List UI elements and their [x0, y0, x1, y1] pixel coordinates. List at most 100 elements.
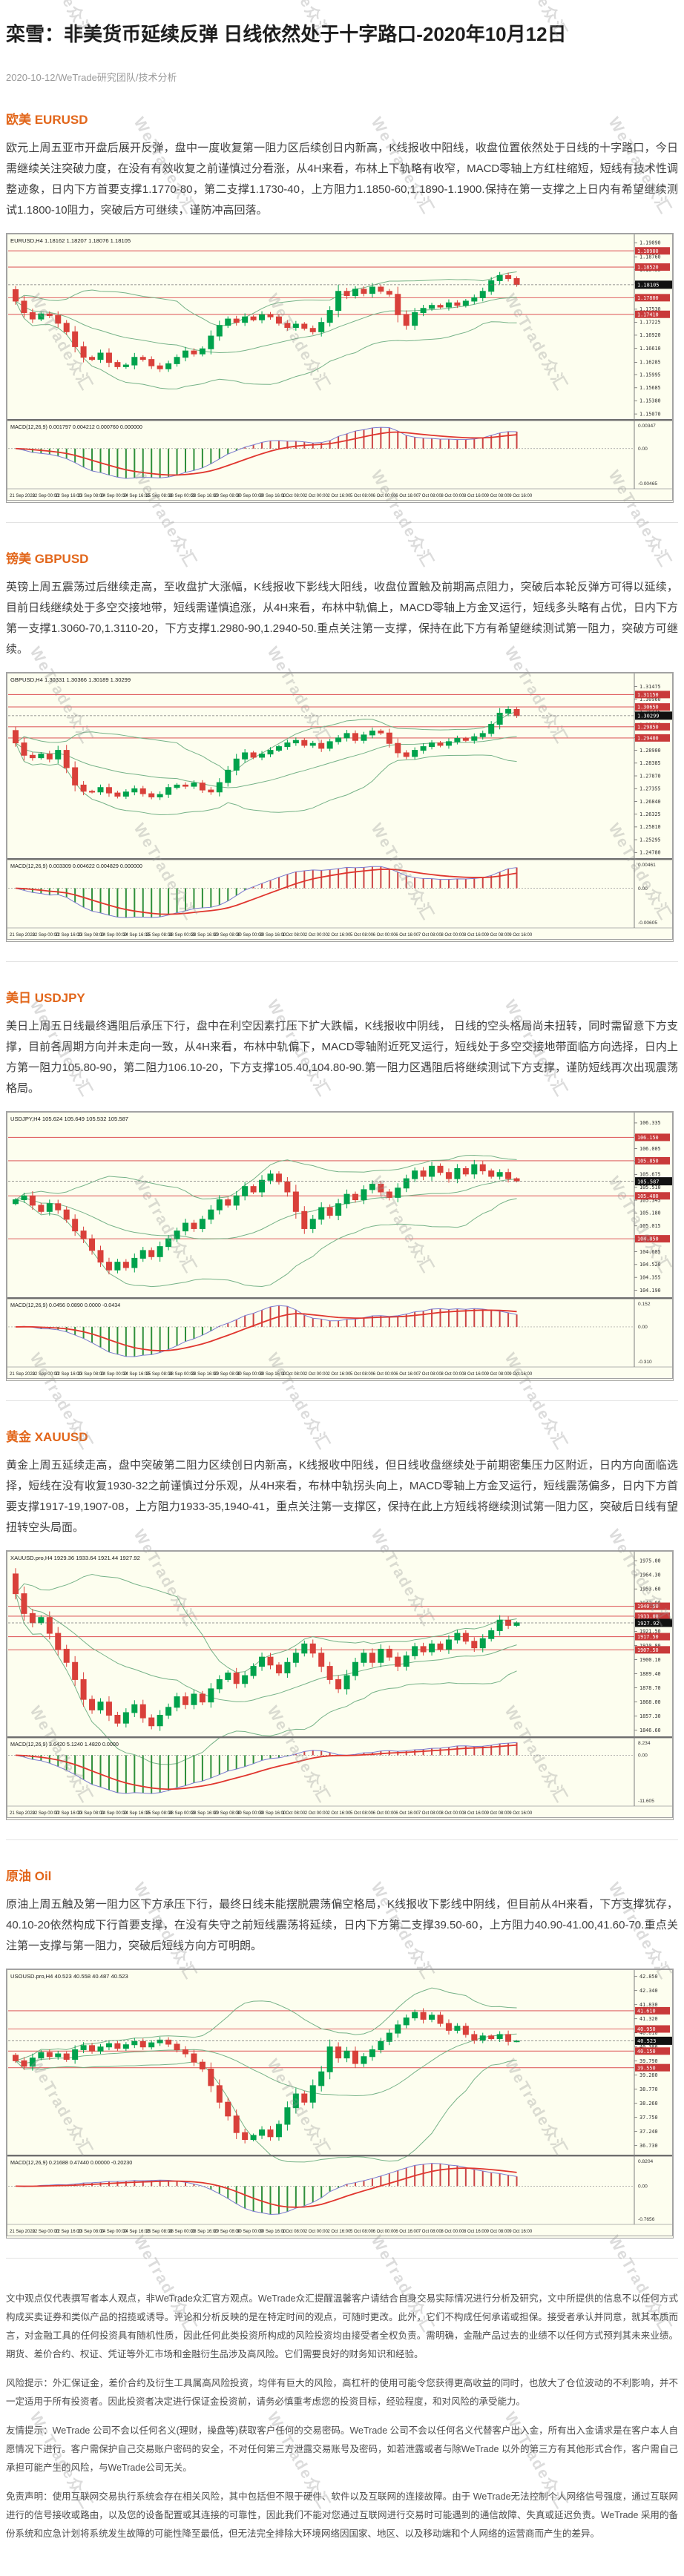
svg-text:41.610: 41.610	[637, 2009, 656, 2015]
svg-text:8 Oct 00:00: 8 Oct 00:00	[441, 2230, 464, 2234]
svg-text:1.18900: 1.18900	[637, 248, 659, 254]
svg-text:23 Sep 08:00: 23 Sep 08:00	[78, 494, 105, 498]
svg-text:-0.310: -0.310	[638, 1360, 652, 1365]
svg-text:9 Oct 16:00: 9 Oct 16:00	[509, 1811, 533, 1816]
svg-text:28 Sep 00:00: 28 Sep 00:00	[168, 494, 195, 498]
svg-text:30 Sep 00:00: 30 Sep 00:00	[237, 2230, 263, 2234]
svg-text:1.18520: 1.18520	[637, 265, 659, 271]
svg-text:9 Oct 08:00: 9 Oct 08:00	[487, 933, 510, 938]
candlestick-chart-svg: 1.190901.187601.184551.181451.178401.175…	[7, 234, 673, 501]
svg-text:8 Oct 00:00: 8 Oct 00:00	[441, 1372, 464, 1377]
svg-text:37.750: 37.750	[639, 2115, 658, 2121]
svg-text:105.850: 105.850	[637, 1159, 659, 1165]
svg-text:1.25810: 1.25810	[639, 825, 661, 831]
section-heading-eurusd: 欧美 EURUSD	[6, 113, 88, 128]
section-heading-usdjpy: 美日 USDJPY	[6, 991, 85, 1006]
svg-text:1.30960: 1.30960	[639, 696, 661, 702]
analysis-paragraph-usdjpy: 美日上周五日线最终遇阻后承压下行，盘中在利空因素打压下扩大跌幅，K线报收中阴线，…	[6, 1020, 678, 1096]
svg-text:105.400: 105.400	[637, 1193, 659, 1199]
svg-text:6 Oct 16:00: 6 Oct 16:00	[395, 933, 419, 938]
svg-text:8 Oct 16:00: 8 Oct 16:00	[464, 1811, 487, 1816]
svg-text:1878.70: 1878.70	[639, 1685, 661, 1691]
svg-text:0.00461: 0.00461	[638, 863, 656, 868]
svg-text:22 Sep 16:00: 22 Sep 16:00	[55, 933, 82, 938]
candlestick-chart-svg: 106.335106.170106.005105.840105.675105.5…	[7, 1112, 673, 1380]
macd-axis: 0.8204 0.00 -0.7656	[638, 2159, 655, 2222]
svg-text:21 Sep 2020: 21 Sep 2020	[10, 1811, 36, 1816]
svg-text:22 Sep 00:00: 22 Sep 00:00	[33, 2230, 59, 2234]
svg-text:1.29400: 1.29400	[637, 736, 659, 742]
candles-layer	[13, 1568, 520, 1732]
svg-text:30 Sep 16:00: 30 Sep 16:00	[260, 933, 286, 938]
svg-text:1 Oct 08:00: 1 Oct 08:00	[282, 494, 306, 498]
svg-text:1.16920: 1.16920	[639, 333, 661, 339]
candlestick-chart-svg: 1.314751.309601.304451.299301.294151.289…	[7, 673, 673, 941]
svg-text:5 Oct 08:00: 5 Oct 08:00	[350, 1811, 374, 1816]
svg-text:23 Sep 08:00: 23 Sep 08:00	[78, 1372, 105, 1377]
macd-line	[15, 1742, 517, 1794]
svg-text:28 Sep 16:00: 28 Sep 16:00	[191, 1372, 218, 1377]
svg-text:40.950: 40.950	[637, 2026, 656, 2032]
svg-text:1.24780: 1.24780	[639, 850, 661, 856]
svg-text:30 Sep 00:00: 30 Sep 00:00	[237, 933, 263, 938]
svg-text:7 Oct 08:00: 7 Oct 08:00	[418, 2230, 442, 2234]
svg-text:104.685: 104.685	[639, 1249, 661, 1255]
svg-text:0.152: 0.152	[638, 1302, 651, 1307]
svg-text:39.550: 39.550	[637, 2066, 656, 2072]
svg-text:1.17800: 1.17800	[637, 295, 659, 301]
svg-text:-11.605: -11.605	[638, 1799, 654, 1804]
svg-text:40.300: 40.300	[639, 2044, 658, 2050]
section-heading-oil: 原油 Oil	[6, 1869, 52, 1884]
svg-text:5 Oct 08:00: 5 Oct 08:00	[350, 494, 374, 498]
svg-text:24 Sep 16:00: 24 Sep 16:00	[123, 1372, 150, 1377]
macd-label: MACD(12,26,9) 0.0456 0.0890 0.0000 -0.04…	[10, 1302, 120, 1308]
svg-text:6 Oct 16:00: 6 Oct 16:00	[395, 494, 419, 498]
svg-text:2 Oct 00:00: 2 Oct 00:00	[305, 2230, 329, 2234]
svg-text:22 Sep 16:00: 22 Sep 16:00	[55, 2230, 82, 2234]
xauusd-candlestick-chart: 1975.001964.301953.601942.901932.201921.…	[6, 1550, 674, 1821]
svg-text:-0.00605: -0.00605	[638, 920, 657, 926]
svg-text:9 Oct 16:00: 9 Oct 16:00	[509, 1372, 533, 1377]
analysis-paragraph-oil: 原油上周五触及第一阻力区下方承压下行，最终日线未能摆脱震荡偏空格局，K线报收下影…	[6, 1898, 678, 1953]
svg-text:42.850: 42.850	[639, 1974, 658, 1980]
svg-text:21 Sep 2020: 21 Sep 2020	[10, 933, 36, 938]
svg-text:28 Sep 00:00: 28 Sep 00:00	[168, 2230, 195, 2234]
current-price-badge: 1927.92	[635, 1618, 673, 1627]
svg-text:9 Oct 08:00: 9 Oct 08:00	[487, 2230, 510, 2234]
svg-text:105.675: 105.675	[639, 1172, 661, 1178]
svg-text:0.00: 0.00	[638, 2184, 648, 2190]
svg-text:40.523: 40.523	[637, 2039, 656, 2045]
svg-text:22 Sep 00:00: 22 Sep 00:00	[33, 933, 59, 938]
svg-text:39.280: 39.280	[639, 2072, 658, 2078]
svg-text:1 Oct 08:00: 1 Oct 08:00	[282, 1372, 306, 1377]
svg-text:106.150: 106.150	[637, 1135, 659, 1141]
svg-text:9 Oct 16:00: 9 Oct 16:00	[509, 2230, 533, 2234]
svg-text:0.00: 0.00	[638, 886, 648, 892]
svg-text:1.26840: 1.26840	[639, 799, 661, 805]
svg-text:21 Sep 2020: 21 Sep 2020	[10, 494, 36, 498]
svg-text:0.00: 0.00	[638, 1753, 648, 1759]
analysis-paragraph-eurusd: 欧元上周五亚市开盘后展开反弹，盘中一度收复第一阻力区后续创日内新高，K线报收中阳…	[6, 142, 678, 217]
svg-text:6 Oct 00:00: 6 Oct 00:00	[373, 1811, 397, 1816]
svg-text:1.15380: 1.15380	[639, 398, 661, 404]
svg-text:40.150: 40.150	[637, 2049, 656, 2055]
price-axis: 42.850 42.340 41.830 41.320 40.810 40.300 39.7…	[634, 1974, 658, 2149]
svg-text:1.16610: 1.16610	[639, 346, 661, 352]
svg-text:1 Oct 08:00: 1 Oct 08:00	[282, 933, 306, 938]
macd-signal-line	[15, 1309, 517, 1352]
svg-text:2 Oct 16:00: 2 Oct 16:00	[327, 1811, 351, 1816]
usdjpy-candlestick-chart: 106.335106.170106.005105.840105.675105.5…	[6, 1111, 674, 1382]
svg-text:1.31150: 1.31150	[637, 692, 659, 698]
svg-text:28 Sep 16:00: 28 Sep 16:00	[191, 933, 218, 938]
svg-text:8 Oct 00:00: 8 Oct 00:00	[441, 494, 464, 498]
svg-text:8 Oct 16:00: 8 Oct 16:00	[464, 2230, 487, 2234]
svg-text:-0.00465: -0.00465	[638, 481, 657, 487]
section-divider	[6, 522, 678, 524]
svg-text:28 Sep 00:00: 28 Sep 00:00	[168, 933, 195, 938]
bollinger-bands	[15, 1988, 517, 2163]
macd-line	[15, 427, 517, 479]
friendly-notice-paragraph: 友情提示：WeTrade 公司不会以任何名义(理财，操盘等)获取客户任何的交易密…	[6, 2425, 678, 2474]
svg-text:7 Oct 08:00: 7 Oct 08:00	[418, 1811, 442, 1816]
svg-text:1.30650: 1.30650	[637, 705, 659, 711]
